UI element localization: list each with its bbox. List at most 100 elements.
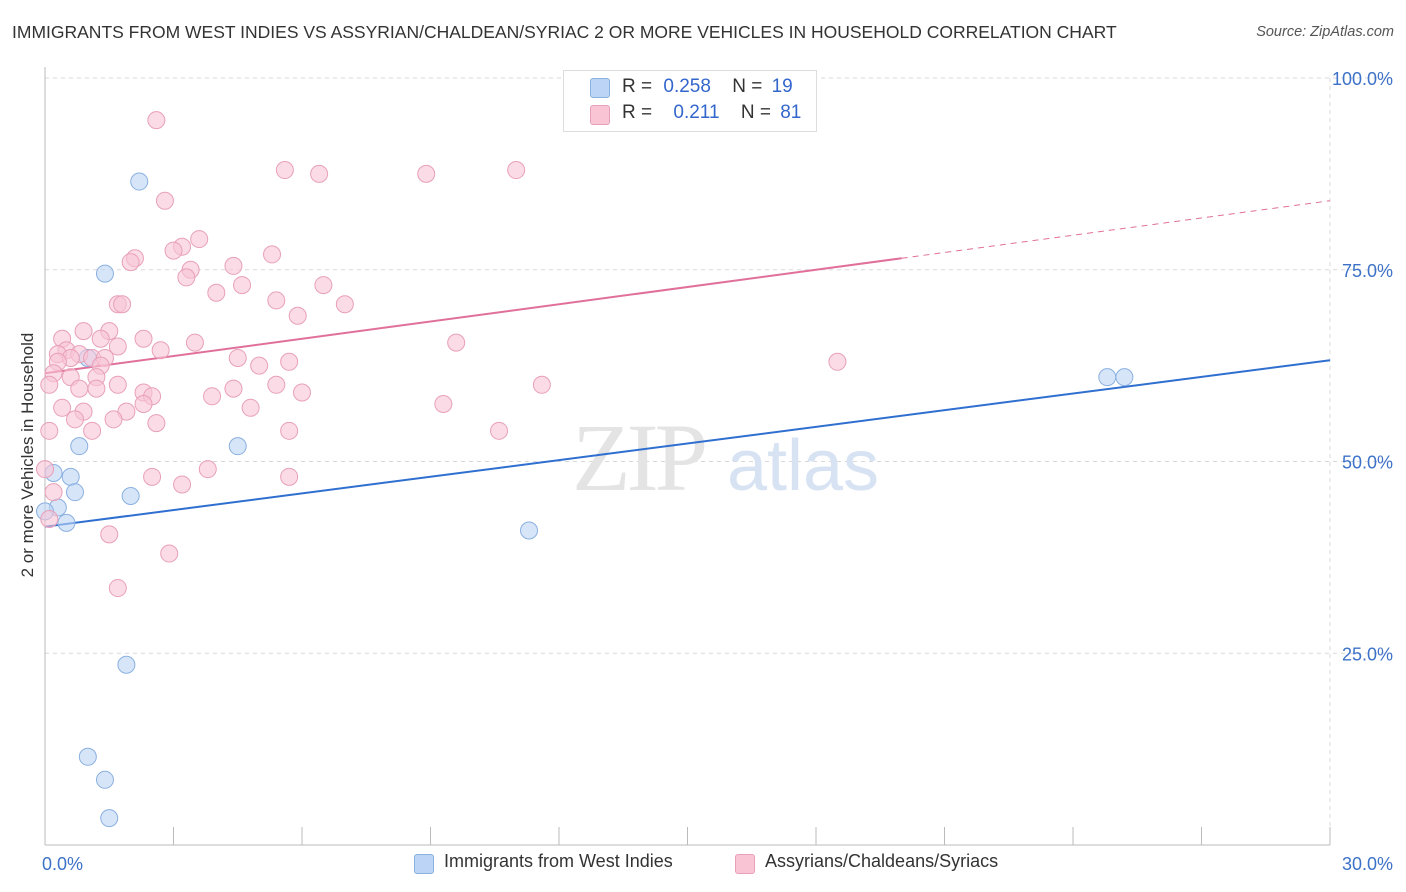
- source-label: Source: ZipAtlas.com: [1256, 24, 1394, 40]
- pink-data-point: [275, 161, 294, 180]
- pink-data-point: [532, 375, 551, 394]
- watermark-zip: ZIP: [572, 404, 705, 511]
- blue-data-point: [121, 487, 140, 506]
- chart-title: IMMIGRANTS FROM WEST INDIES VS ASSYRIAN/…: [12, 22, 1117, 42]
- pink-data-point: [134, 394, 153, 413]
- axes: [44, 67, 1331, 846]
- pink-data-point: [190, 230, 209, 249]
- tick-labels: 25.0% 50.0% 75.0% 100.0% 0.0% 30.0%: [42, 69, 1393, 874]
- legend-n-value: 81: [780, 102, 802, 123]
- legend-swatch-blue: [590, 78, 610, 98]
- blue-data-point: [117, 655, 136, 674]
- legend-row-blue: R = 0.258 N = 19: [622, 76, 793, 100]
- pink-data-point: [53, 398, 72, 417]
- pink-data-point: [70, 379, 89, 398]
- pink-data-point: [263, 245, 282, 264]
- pink-data-point: [507, 161, 526, 180]
- pink-data-point: [40, 510, 59, 529]
- x-tick-label: 30.0%: [1342, 854, 1393, 874]
- pink-data-point: [224, 379, 243, 398]
- pink-data-point: [108, 375, 127, 394]
- legend-r-label: R =: [622, 102, 653, 123]
- pink-data-point: [147, 111, 166, 130]
- bottom-legend-swatch-blue: [414, 854, 434, 874]
- pink-data-point: [160, 544, 179, 563]
- y-tick-label: 100.0%: [1332, 69, 1393, 89]
- pink-data-point: [267, 375, 286, 394]
- blue-trend-line: [44, 359, 1331, 528]
- legend-r-label: R =: [622, 76, 653, 97]
- legend-swatch-pink: [590, 105, 610, 125]
- blue-data-point: [95, 264, 114, 283]
- pink-data-point: [104, 410, 123, 429]
- pink-data-point: [267, 291, 286, 310]
- watermark: ZIP atlas: [572, 404, 879, 511]
- pink-data-point: [108, 337, 127, 356]
- pink-data-point: [108, 579, 127, 598]
- pink-data-point: [224, 256, 243, 275]
- blue-data-point: [78, 747, 97, 766]
- pink-data-point: [151, 341, 170, 360]
- pink-data-point: [173, 475, 192, 494]
- pink-data-point: [280, 421, 299, 440]
- y-tick-label: 50.0%: [1342, 453, 1393, 473]
- pink-data-point: [74, 322, 93, 341]
- pink-data-point: [288, 306, 307, 325]
- pink-data-point: [65, 410, 84, 429]
- data-points: [36, 111, 1134, 828]
- pink-data-point: [44, 483, 63, 502]
- pink-data-point: [83, 421, 102, 440]
- pink-data-point: [335, 295, 354, 314]
- blue-data-point: [228, 437, 247, 456]
- pink-data-point: [241, 398, 260, 417]
- pink-data-point: [828, 352, 847, 371]
- pink-data-point: [228, 348, 247, 367]
- pink-data-point: [280, 467, 299, 486]
- y-axis-label: 2 or more Vehicles in Household: [18, 332, 37, 578]
- pink-data-point: [147, 414, 166, 433]
- pink-data-point: [164, 241, 183, 260]
- pink-data-point: [447, 333, 466, 352]
- pink-data-point: [40, 421, 59, 440]
- pink-data-point: [143, 467, 162, 486]
- pink-data-point: [134, 329, 153, 348]
- pink-data-point: [113, 295, 132, 314]
- pink-data-point: [310, 164, 329, 183]
- blue-data-point: [95, 770, 114, 789]
- legend-n-label: N =: [732, 76, 763, 97]
- pink-data-point: [91, 329, 110, 348]
- legend-r-value: 0.211: [673, 102, 720, 123]
- pink-data-point: [87, 379, 106, 398]
- bottom-legend-series1: Immigrants from West Indies: [444, 851, 673, 871]
- correlation-legend: R = 0.258 N = 19 R = 0.211 N = 81: [563, 70, 817, 132]
- pink-data-point: [314, 276, 333, 295]
- blue-data-point: [100, 809, 119, 828]
- pink-data-point: [417, 164, 436, 183]
- legend-n-value: 19: [771, 76, 793, 97]
- blue-data-point: [130, 172, 149, 191]
- blue-data-point: [61, 467, 80, 486]
- pink-data-point: [121, 253, 140, 272]
- pink-data-point: [203, 387, 222, 406]
- legend-n-label: N =: [740, 102, 771, 123]
- trend-lines: [44, 200, 1331, 528]
- legend-row-pink: R = 0.211 N = 81: [622, 102, 801, 126]
- pink-data-point: [100, 525, 119, 544]
- pink-data-point: [490, 421, 509, 440]
- blue-data-point: [520, 521, 539, 540]
- pink-data-point: [233, 276, 252, 295]
- x-tick-label: 0.0%: [42, 854, 83, 874]
- pink-data-point: [250, 356, 269, 375]
- pink-data-point: [198, 460, 217, 479]
- watermark-atlas: atlas: [727, 426, 879, 506]
- blue-data-point: [57, 513, 76, 532]
- blue-data-point: [1115, 368, 1134, 387]
- blue-data-point: [1098, 368, 1117, 387]
- y-tick-label: 25.0%: [1342, 644, 1393, 664]
- bottom-legend-swatch-pink: [735, 854, 755, 874]
- pink-data-point: [155, 191, 174, 210]
- pink-data-point: [207, 283, 226, 302]
- blue-data-point: [65, 483, 84, 502]
- gridlines: [45, 77, 1392, 845]
